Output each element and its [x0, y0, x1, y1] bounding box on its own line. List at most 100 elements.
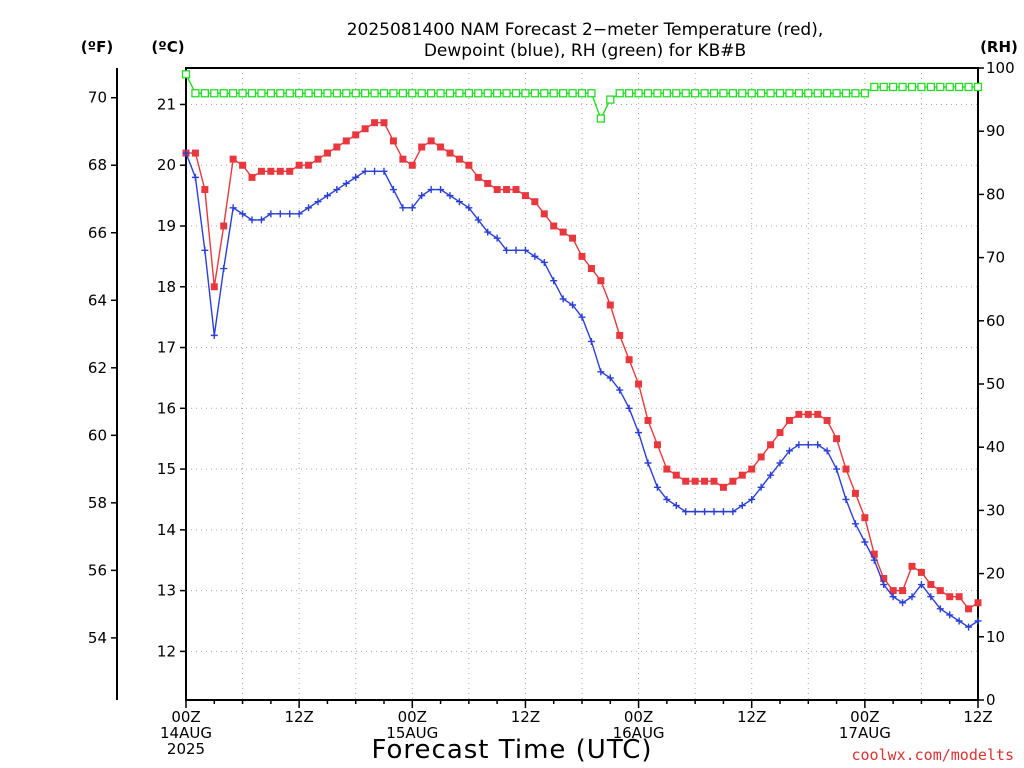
rh-point	[323, 89, 332, 98]
temperature-point	[531, 198, 539, 206]
temperature-point	[701, 477, 709, 485]
dewpoint-point	[559, 295, 567, 303]
rh-axis-label: (RH)	[980, 38, 1018, 56]
rh-point	[426, 89, 436, 98]
temperature-point	[842, 465, 850, 473]
temperature-point	[870, 550, 878, 558]
temperature-point	[974, 599, 982, 607]
fahrenheit-tick-label: 66	[88, 224, 107, 242]
dewpoint-point	[191, 173, 199, 181]
rh-point	[879, 82, 888, 92]
rh-point	[643, 89, 653, 98]
credit-link[interactable]: coolwx.com/modelts	[851, 746, 1014, 764]
temperature-point	[785, 416, 793, 424]
temperature-point	[239, 161, 247, 169]
dewpoint-point	[710, 508, 718, 516]
rh-tick-label: 10	[986, 628, 1005, 646]
dewpoint-point	[701, 508, 709, 516]
x-tick-label: 17AUG	[839, 724, 891, 742]
dewpoint-point	[569, 301, 577, 309]
rh-point	[210, 89, 219, 98]
celsius-tick-label: 18	[157, 278, 176, 296]
celsius-tick-label: 15	[157, 460, 176, 478]
rh-point	[238, 89, 247, 98]
temperature-point	[965, 605, 973, 613]
temperature-point	[927, 581, 935, 589]
rh-point	[247, 89, 257, 98]
rh-point	[360, 89, 370, 98]
temperature-point	[908, 562, 916, 570]
dewpoint-point	[757, 483, 765, 491]
celsius-tick-label: 13	[157, 582, 176, 600]
rh-point	[200, 89, 210, 98]
temperature-point	[738, 471, 746, 479]
temperature-point	[418, 143, 426, 151]
dewpoint-point	[682, 508, 690, 516]
dewpoint-point	[738, 502, 746, 510]
dewpoint-point	[842, 495, 850, 503]
rh-point	[502, 89, 511, 98]
dewpoint-point	[521, 246, 529, 254]
temperature-point	[569, 234, 577, 242]
rh-point	[926, 82, 936, 92]
temperature-point	[371, 119, 379, 127]
temperature-point	[521, 192, 529, 200]
dewpoint-point	[474, 216, 482, 224]
temperature-point	[672, 471, 680, 479]
rh-point	[181, 70, 191, 79]
temperature-point	[559, 228, 567, 236]
dewpoint-point	[578, 313, 586, 321]
fahrenheit-tick-label: 54	[88, 629, 107, 647]
series-line-dewpoint	[185, 152, 979, 628]
dewpoint-point	[418, 192, 426, 200]
rh-point	[756, 89, 766, 98]
rh-point	[492, 89, 502, 98]
dewpoint-point	[587, 337, 595, 345]
dewpoint-point	[371, 167, 379, 175]
series-temperature	[182, 119, 982, 613]
x-tick-label: 15AUG	[386, 724, 438, 742]
fahrenheit-tick-label: 58	[88, 494, 107, 512]
temperature-point	[484, 179, 492, 187]
series-layer	[181, 70, 983, 631]
rh-point	[389, 89, 398, 98]
temperature-point	[946, 593, 954, 601]
rh-point	[832, 89, 841, 98]
dewpoint-point	[531, 252, 539, 260]
dewpoint-point	[267, 210, 275, 218]
dewpoint-point	[927, 593, 935, 601]
dewpoint-point	[936, 605, 944, 613]
x-axis-title: Forecast Time (UTC)	[371, 735, 652, 765]
temperature-point	[719, 483, 727, 491]
dewpoint-point	[776, 459, 784, 467]
dewpoint-point	[465, 204, 473, 212]
dewpoint-point	[974, 617, 982, 625]
celsius-axis-label: (ºC)	[151, 38, 184, 56]
temperature-point	[729, 477, 737, 485]
x-tick-label: 12Z	[963, 708, 992, 726]
celsius-tick-label: 19	[157, 217, 176, 235]
temperature-point	[305, 161, 313, 169]
rh-point	[417, 89, 426, 98]
rh-point	[964, 82, 973, 92]
dewpoint-point	[493, 234, 501, 242]
dewpoint-point	[323, 192, 331, 200]
rh-point	[474, 89, 483, 98]
rh-point	[511, 89, 521, 98]
rh-point	[304, 89, 313, 98]
temperature-point	[248, 173, 256, 181]
temperature-point	[191, 149, 199, 157]
dewpoint-point	[503, 246, 511, 254]
dewpoint-point	[644, 459, 652, 467]
temperature-point	[257, 167, 265, 175]
temperature-point	[361, 125, 369, 133]
dewpoint-point	[446, 192, 454, 200]
dewpoint-point	[389, 186, 397, 194]
temperature-point	[776, 429, 784, 437]
rh-point	[917, 82, 926, 92]
dewpoint-point	[597, 368, 605, 376]
dewpoint-point	[965, 623, 973, 631]
rh-point	[540, 89, 549, 98]
temperature-point	[587, 265, 595, 273]
